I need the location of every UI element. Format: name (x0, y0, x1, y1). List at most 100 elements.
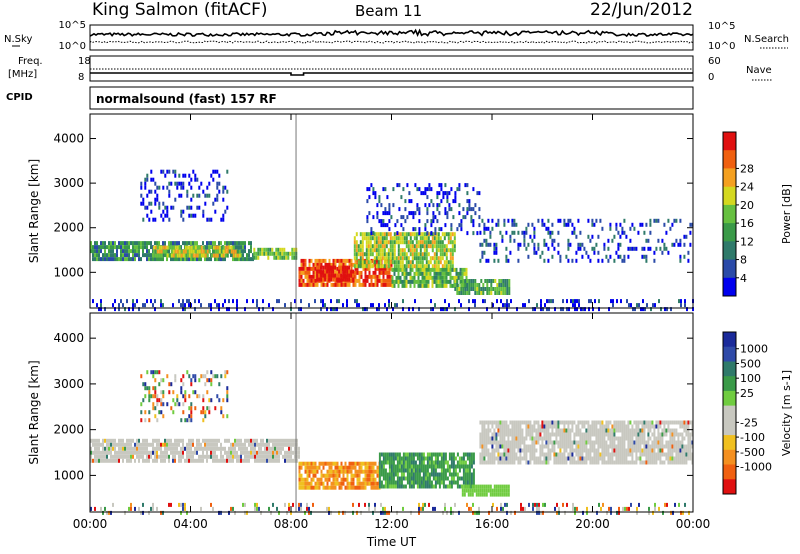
data-cell-band-7 (462, 279, 465, 283)
data-cell-band-0 (290, 458, 292, 463)
data-cell-band-0 (294, 442, 296, 447)
data-cell-band-4 (539, 452, 542, 457)
data-cell-band-2 (386, 480, 389, 485)
data-cell-band-0 (224, 450, 226, 455)
data-cell-band-9 (154, 217, 157, 222)
data-cell-band-0 (128, 241, 130, 246)
colorbar-label: Power [dB] (780, 184, 793, 244)
data-cell-band-4 (681, 456, 684, 461)
data-cell-band-4 (342, 277, 345, 282)
data-cell-band-5 (401, 248, 404, 253)
data-cell-band-4 (491, 436, 494, 441)
data-cell-band-4 (563, 440, 566, 445)
data-cell-band-4 (511, 428, 514, 433)
data-cell-band-4 (645, 448, 648, 453)
data-cell-band-1 (366, 477, 369, 482)
data-cell-band-2 (267, 255, 270, 260)
data-cell-band-0 (184, 241, 186, 246)
data-cell-band-5 (435, 252, 438, 257)
data-cell-band-5 (355, 252, 358, 257)
data-cell-band-9 (160, 213, 163, 218)
data-cell-band-0 (190, 458, 192, 463)
data-cell-band-7 (476, 283, 479, 287)
data-cell-band-0 (152, 458, 154, 463)
data-cell-band-0 (198, 442, 200, 447)
data-cell-band-11 (430, 299, 432, 304)
data-cell-band-9 (154, 181, 157, 186)
data-cell-band-0 (272, 454, 274, 459)
data-cell-band-0 (274, 458, 276, 463)
data-cell-band-4 (565, 444, 568, 449)
data-cell-band-5 (395, 256, 398, 261)
data-cell-band-0 (202, 446, 204, 451)
data-cell-band-5 (206, 370, 209, 375)
data-cell-band-2 (426, 464, 429, 469)
data-cell-band-5 (150, 370, 153, 375)
data-cell-band-2 (462, 468, 465, 473)
data-cell-band-5 (405, 252, 408, 257)
data-cell-band-0 (240, 442, 242, 447)
data-cell-band-1 (334, 465, 337, 470)
data-cell-band-4 (653, 460, 656, 465)
data-cell-band-6 (108, 510, 110, 515)
data-cell-band-5 (361, 252, 364, 257)
data-cell-band-4 (553, 460, 556, 465)
data-cell-band-5 (204, 410, 207, 415)
data-cell-band-5 (387, 252, 390, 257)
data-cell-band-3 (328, 262, 331, 267)
data-cell-band-6 (304, 510, 306, 515)
data-cell-band-5 (397, 260, 400, 265)
data-cell-band-4 (619, 428, 622, 433)
data-cell-band-3 (463, 484, 466, 489)
data-cell-band-10 (430, 187, 433, 192)
data-cell-band-6 (453, 267, 456, 272)
data-cell-band-1 (314, 465, 317, 470)
data-cell-band-5 (160, 398, 163, 403)
data-cell-band-2 (267, 251, 270, 256)
data-cell-band-2 (287, 255, 290, 260)
data-cell-band-0 (164, 454, 166, 459)
data-cell-band-4 (599, 456, 602, 461)
data-cell-band-0 (274, 442, 276, 447)
data-cell-band-0 (164, 241, 166, 246)
data-cell-band-5 (395, 260, 398, 265)
data-cell-band-1 (224, 249, 227, 254)
data-cell-band-1 (156, 253, 159, 258)
data-cell-band-4 (340, 265, 343, 270)
data-cell-band-4 (529, 460, 532, 465)
data-cell-band-4 (505, 432, 508, 437)
data-cell-band-8 (653, 218, 656, 223)
data-cell-band-0 (200, 446, 202, 451)
data-cell-band-5 (369, 264, 372, 269)
data-cell-band-4 (553, 424, 556, 429)
data-cell-band-10 (430, 231, 433, 236)
data-cell-band-3 (360, 270, 363, 275)
data-cell-band-2 (382, 456, 385, 461)
data-cell-band-6 (428, 502, 430, 507)
freq-tick-low: 8 (78, 72, 84, 83)
data-cell-band-4 (491, 424, 494, 429)
data-cell-band-0 (180, 454, 182, 459)
data-cell-band-4 (581, 420, 584, 425)
data-cell-band-5 (355, 240, 358, 245)
data-cell-band-11 (178, 299, 180, 304)
data-cell-band-2 (418, 464, 421, 469)
data-cell-band-5 (184, 398, 187, 403)
data-cell-band-1 (352, 477, 355, 482)
data-cell-band-6 (528, 502, 530, 507)
data-cell-band-2 (430, 452, 433, 457)
data-cell-band-2 (293, 247, 296, 252)
data-cell-band-2 (392, 452, 395, 457)
data-cell-band-7 (454, 287, 457, 291)
data-cell-band-3 (322, 282, 325, 287)
data-cell-band-6 (391, 283, 394, 288)
data-cell-band-0 (282, 438, 284, 443)
data-cell-band-1 (170, 249, 173, 254)
data-cell-band-4 (667, 456, 670, 461)
data-cell-band-4 (689, 452, 692, 457)
data-cell-band-6 (413, 271, 416, 276)
data-cell-band-0 (120, 241, 122, 246)
data-cell-band-5 (381, 264, 384, 269)
data-cell-band-2 (470, 460, 473, 465)
data-cell-band-0 (246, 257, 248, 262)
